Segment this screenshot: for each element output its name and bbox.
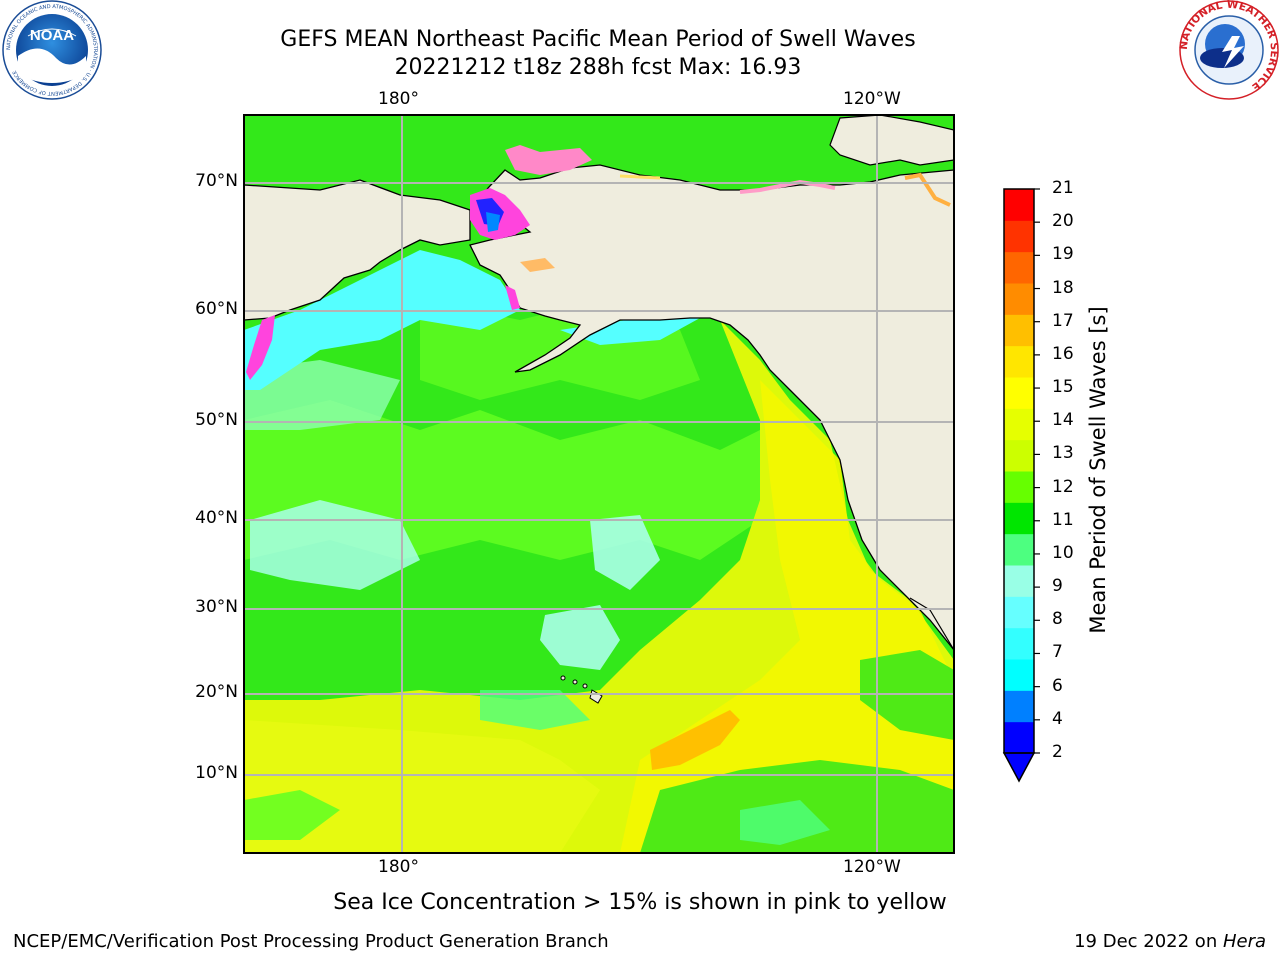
colorbar-segment (1004, 439, 1034, 472)
colorbar-segment (1004, 283, 1034, 315)
colorbar-title: Mean Period of Swell Waves [s] (1086, 306, 1110, 634)
south-yellow (244, 720, 600, 853)
colorbar-tick-label: 17 (1052, 310, 1074, 331)
lat-label-60n: 60°N (195, 299, 238, 319)
lat-label-40n: 40°N (195, 508, 238, 528)
sea-ice-note: Sea Ice Concentration > 15% is shown in … (0, 890, 1280, 915)
colorbar-segment (1004, 471, 1034, 503)
low-period-bay-2 (486, 212, 500, 232)
colorbar-tick-label: 11 (1052, 509, 1074, 530)
sea-ice-north-slope (619, 174, 661, 180)
sea-ice-arctic (904, 172, 951, 207)
colorbar-segment (1004, 565, 1034, 597)
colorbar-tick-label: 16 (1052, 343, 1074, 364)
footer-date-text: 19 Dec 2022 on (1074, 931, 1223, 952)
colorbar-tick-label: 13 (1052, 443, 1074, 464)
aqua-patch-w (250, 500, 420, 590)
colorbar-segment (1004, 377, 1034, 409)
colorbar-tick-label: 19 (1052, 244, 1074, 265)
cyan-bering (244, 250, 520, 390)
aqua-patch-c (590, 515, 660, 590)
sea-ice-alaska-coast (505, 285, 520, 310)
footer-host: Hera (1222, 931, 1266, 952)
map-frame (243, 114, 955, 854)
colorbar-tick-label: 15 (1052, 377, 1074, 398)
sea-ice-norton (520, 258, 555, 272)
colorbar-tick-label: 7 (1052, 642, 1063, 663)
colorbar-tick-label: 18 (1052, 277, 1074, 298)
colorbar-frame (1003, 188, 1035, 754)
footer-branch: NCEP/EMC/Verification Post Processing Pr… (13, 931, 609, 952)
colorbar-tick-label: 8 (1052, 609, 1063, 630)
colorbar-segment (1004, 533, 1034, 566)
colorbar-segment (1004, 251, 1034, 284)
colorbar-segment (1004, 314, 1034, 347)
colorbar-segment (1004, 627, 1034, 660)
lat-label-70n: 70°N (195, 171, 238, 191)
colorbar-tick-label: 14 (1052, 410, 1074, 431)
aqua-patch-nw (244, 360, 400, 430)
colorbar-segment (1004, 502, 1034, 535)
colorbar-extend-arrow (1002, 752, 1036, 783)
noaa-logo: NOAA NATIONAL OCEANIC AND ATMOSPHERIC AD… (2, 0, 102, 100)
colorbar (1002, 188, 1040, 783)
chart-subtitle: 20221212 t18z 288h fcst Max: 16.93 (394, 55, 802, 80)
colorbar-segment (1004, 659, 1034, 691)
graticule (244, 115, 954, 853)
lon-label-bottom-180: 180° (378, 857, 419, 877)
sw-green (244, 790, 340, 840)
lon-label-top-120w: 120°W (843, 89, 901, 109)
mint-patch-s (740, 800, 830, 845)
colorbar-tick-label: 10 (1052, 542, 1074, 563)
footer-date: 19 Dec 2022 on Hera (1074, 931, 1266, 952)
chart-title: GEFS MEAN Northeast Pacific Mean Period … (280, 27, 916, 52)
colorbar-segment (1004, 690, 1034, 723)
lon-label-bottom-120w: 120°W (843, 857, 901, 877)
sea-ice-note-text: Sea Ice Concentration > 15% is shown in … (333, 890, 947, 915)
mint-patch (480, 690, 590, 730)
lat-label-20n: 20°N (195, 682, 238, 702)
orange-patch (650, 710, 740, 770)
colorbar-segment (1004, 721, 1034, 754)
colorbar-tick-label: 9 (1052, 576, 1063, 597)
swell-period-field (244, 115, 954, 853)
colorbar-segment (1004, 408, 1034, 441)
colorbar-tick-label: 12 (1052, 476, 1074, 497)
lat-label-30n: 30°N (195, 597, 238, 617)
sea-ice-chukchi (505, 145, 592, 175)
colorbar-tick-label: 4 (1052, 708, 1063, 729)
noaa-text: NOAA (30, 27, 74, 44)
colorbar-tick-label: 2 (1052, 742, 1063, 762)
colorbar-segment (1004, 596, 1034, 629)
lat-label-50n: 50°N (195, 410, 238, 430)
colorbar-segment (1004, 345, 1034, 378)
colorbar-tick-label: 20 (1052, 211, 1074, 232)
colorbar-segment (1004, 220, 1034, 253)
lat-label-10n: 10°N (195, 763, 238, 783)
colorbar-tick-label: 6 (1052, 675, 1063, 696)
national-weather-service-logo: NATIONAL WEATHER SERVICE (1178, 0, 1280, 100)
colorbar-segment (1004, 189, 1034, 221)
land-arctic-islands (829, 115, 954, 166)
baja-coast (909, 597, 954, 651)
sea-ice-siberia-coast (246, 315, 275, 380)
colorbar-tick-label: 21 (1052, 178, 1074, 198)
aqua-patch-hawaii (540, 605, 620, 670)
lon-label-top-180: 180° (378, 89, 419, 109)
